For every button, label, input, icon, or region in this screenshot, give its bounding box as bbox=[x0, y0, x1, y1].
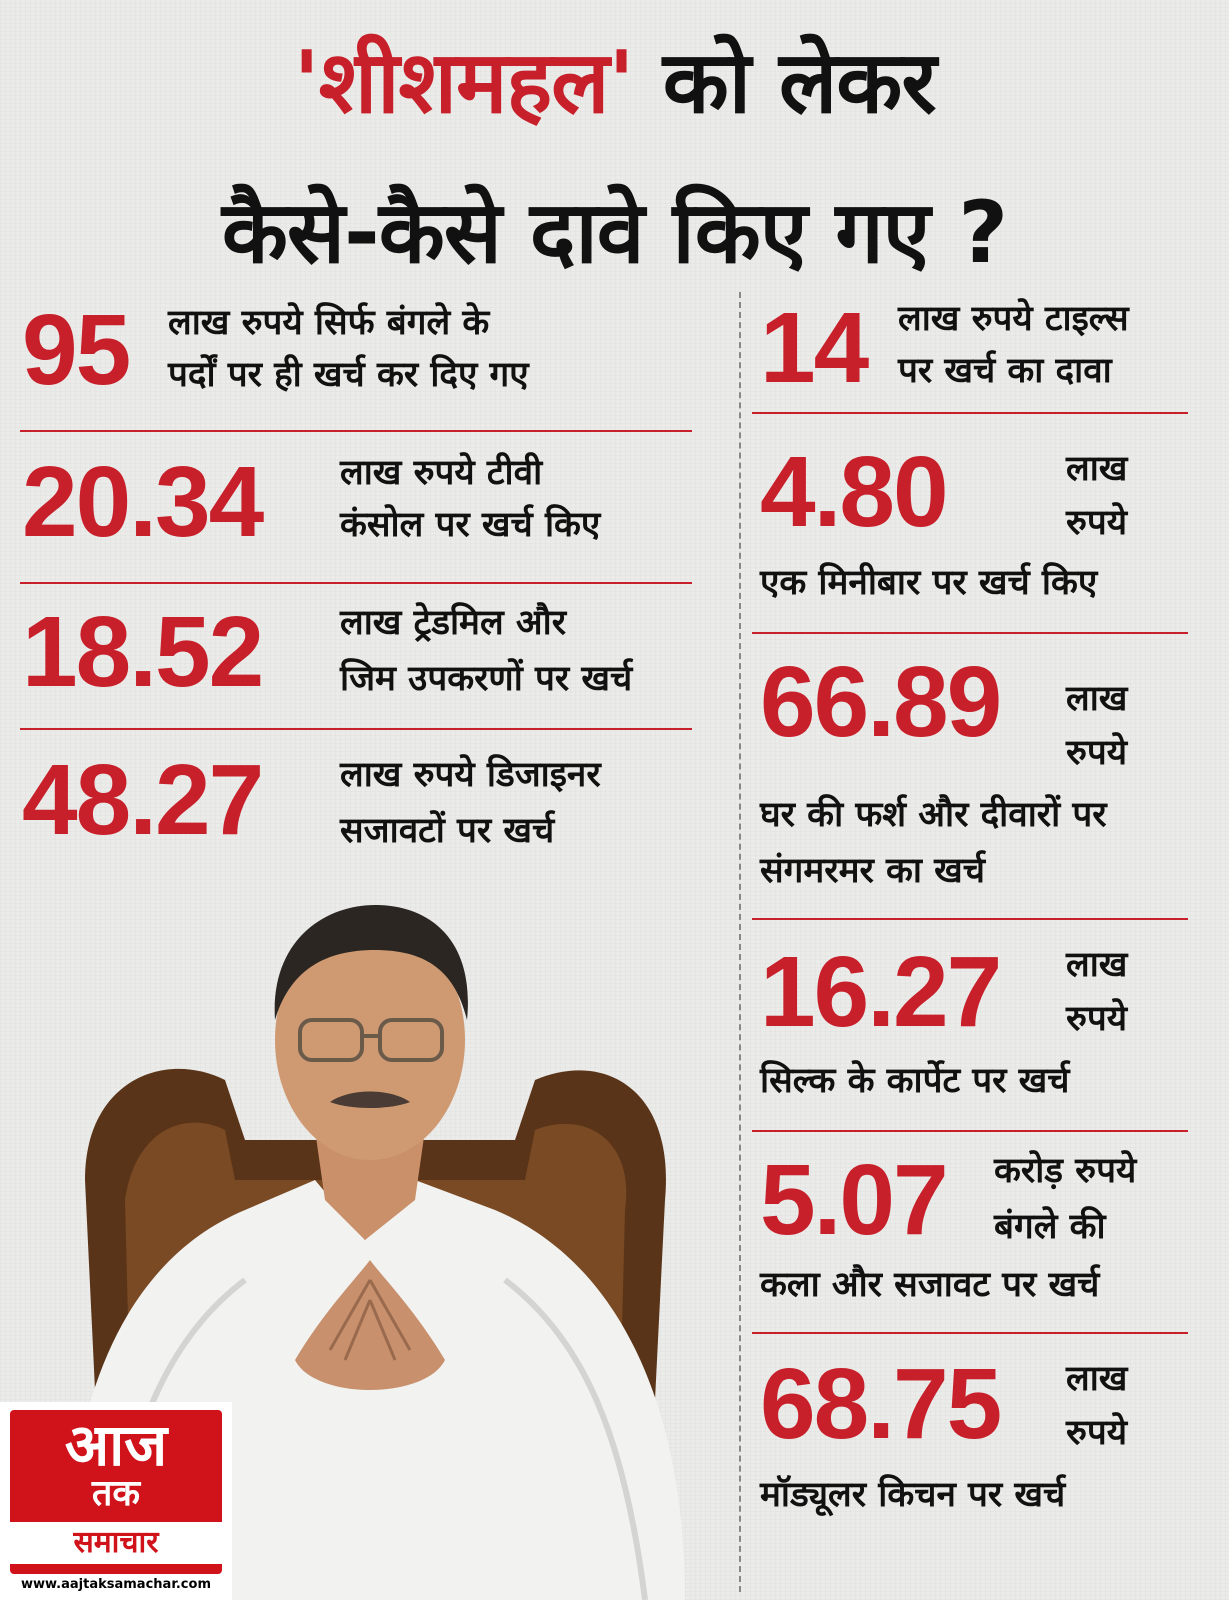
amount-number: 95 bbox=[22, 294, 131, 406]
amount-text: लाख ट्रेडमिल और bbox=[340, 603, 567, 643]
amount-text: लाख रुपये सिर्फ बंगले के bbox=[168, 303, 490, 343]
amount-text: लाख bbox=[1066, 679, 1128, 719]
amount-text: सिल्क के कार्पेट पर खर्च bbox=[760, 1061, 1070, 1101]
amount-text: लाख रुपये टीवी bbox=[340, 453, 543, 493]
headline-line-2: कैसे-कैसे दावे किए गए ? bbox=[221, 183, 1008, 283]
amount-text: पर्दों पर ही खर्च कर दिए गए bbox=[168, 355, 529, 395]
amount-text: रुपये bbox=[1066, 503, 1128, 543]
amount-number: 18.52 bbox=[22, 596, 264, 708]
amount-text: मॉड्यूलर किचन पर खर्च bbox=[760, 1475, 1066, 1515]
face bbox=[275, 920, 465, 1160]
row-divider bbox=[20, 582, 692, 584]
amount-text: लाख रुपये डिजाइनर bbox=[340, 755, 601, 795]
headline-accent: 'शीशमहल' bbox=[293, 33, 634, 133]
row-divider bbox=[752, 632, 1188, 634]
row-divider bbox=[752, 918, 1188, 920]
logo-url: www.aajtaksamachar.com bbox=[20, 1577, 211, 1592]
amount-text: बंगले की bbox=[994, 1207, 1106, 1247]
amount-text: करोड़ रुपये bbox=[994, 1151, 1137, 1191]
amount-text: लाख रुपये टाइल्स bbox=[898, 299, 1129, 339]
amount-text: लाख bbox=[1066, 449, 1128, 489]
amount-text: जिम उपकरणों पर खर्च bbox=[340, 659, 633, 699]
hands bbox=[295, 1260, 445, 1390]
row-divider bbox=[752, 1130, 1188, 1132]
amount-text: कंसोल पर खर्च किए bbox=[340, 505, 601, 545]
row-divider bbox=[20, 430, 692, 432]
amount-text: लाख bbox=[1066, 1359, 1128, 1399]
amount-text: एक मिनीबार पर खर्च किए bbox=[760, 563, 1098, 603]
row-divider bbox=[752, 412, 1188, 414]
amount-text: संगमरमर का खर्च bbox=[760, 851, 986, 891]
amount-text: सजावटों पर खर्च bbox=[340, 811, 555, 851]
amount-number: 68.75 bbox=[760, 1348, 1002, 1460]
hair bbox=[274, 905, 468, 1020]
amount-number: 4.80 bbox=[760, 436, 949, 548]
headline-rest: को लेकर bbox=[662, 33, 937, 133]
amount-text: घर की फर्श और दीवारों पर bbox=[760, 795, 1107, 835]
row-divider bbox=[20, 728, 692, 730]
amount-number: 14 bbox=[760, 292, 869, 404]
amount-text: पर खर्च का दावा bbox=[898, 351, 1112, 391]
glasses bbox=[298, 1018, 444, 1062]
amount-text: रुपये bbox=[1066, 1413, 1128, 1453]
amount-number: 48.27 bbox=[22, 744, 264, 856]
headline-line-1: 'शीशमहल' को लेकर bbox=[0, 28, 1229, 138]
logo-line-3: समाचार bbox=[10, 1522, 222, 1564]
amount-number: 5.07 bbox=[760, 1144, 949, 1256]
amount-text: लाख bbox=[1066, 945, 1128, 985]
publisher-logo: आज तक समाचार www.aajtaksamachar.com bbox=[0, 1402, 232, 1600]
amount-text: रुपये bbox=[1066, 733, 1128, 773]
column-divider bbox=[739, 292, 741, 1592]
row-divider bbox=[752, 1332, 1188, 1334]
amount-text: रुपये bbox=[1066, 999, 1128, 1039]
logo-line-1: आज bbox=[64, 1411, 168, 1479]
amount-number: 66.89 bbox=[760, 646, 1002, 758]
logo-line-2: तक bbox=[91, 1473, 141, 1514]
amount-number: 20.34 bbox=[22, 446, 264, 558]
logo-badge: आज तक समाचार bbox=[10, 1410, 222, 1574]
amount-number: 16.27 bbox=[760, 936, 1002, 1048]
amount-text: कला और सजावट पर खर्च bbox=[760, 1265, 1100, 1305]
